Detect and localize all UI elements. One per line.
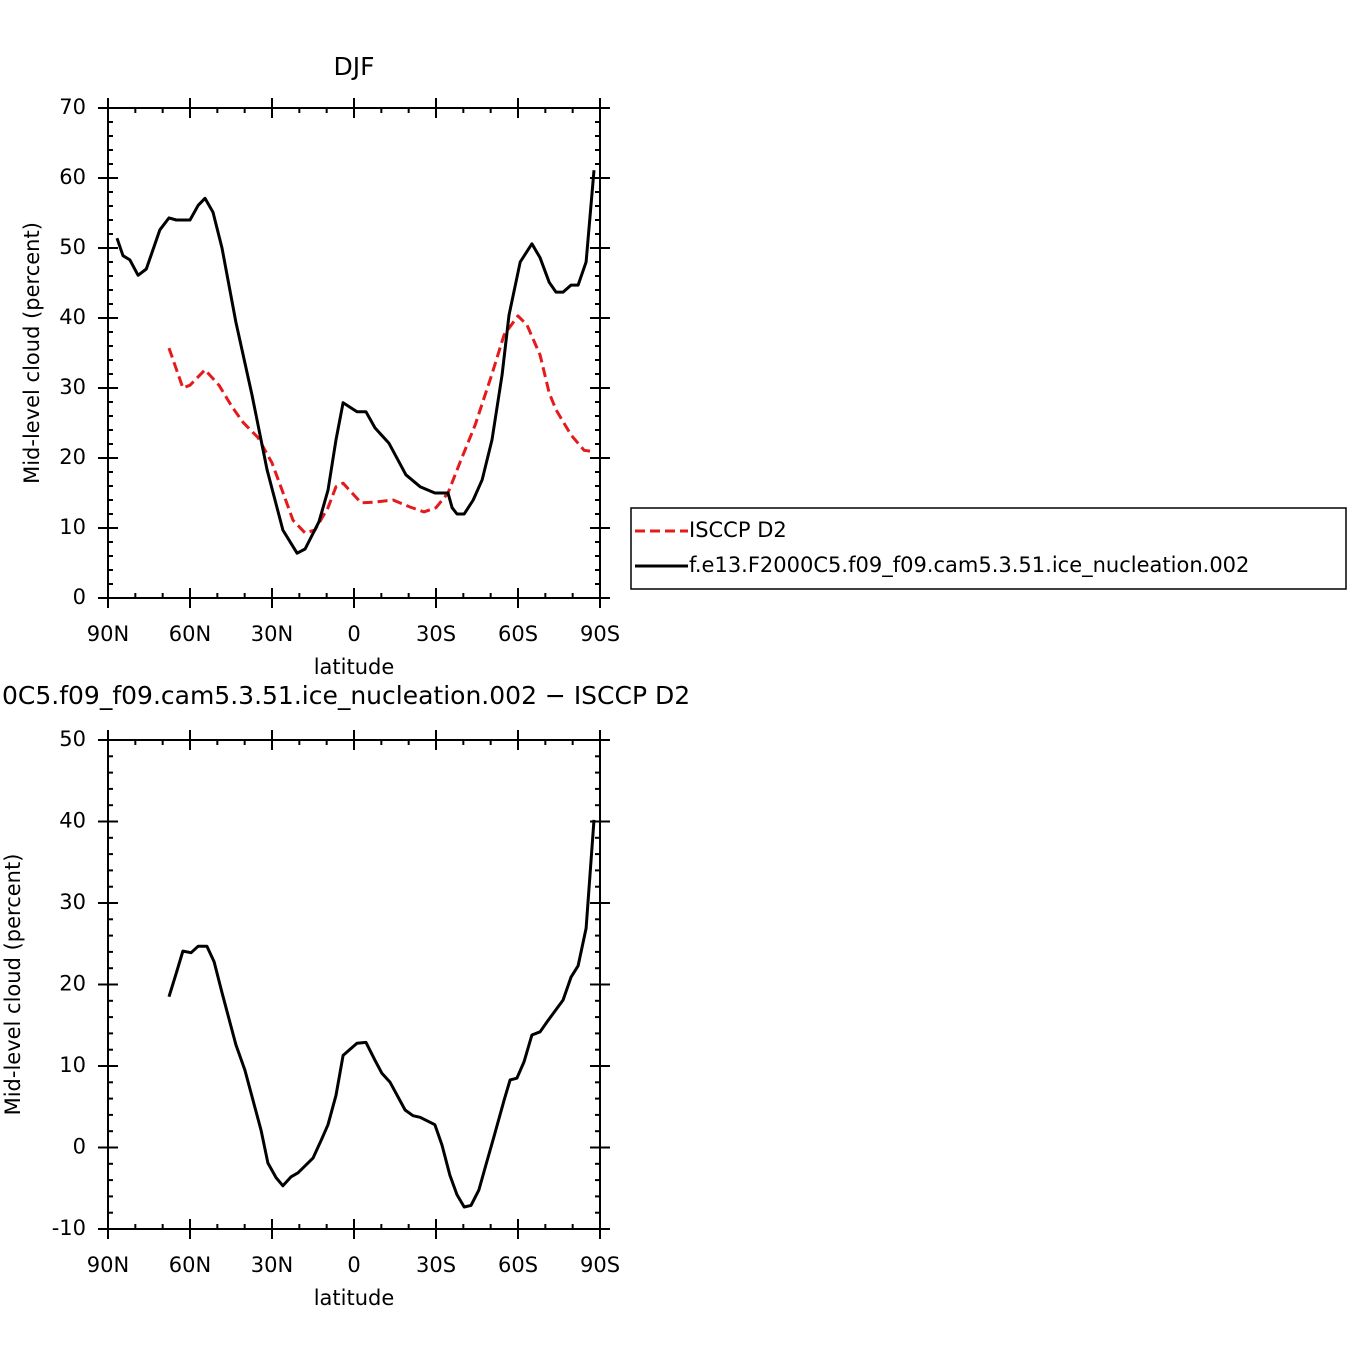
x-tick-label: 60S [498,622,538,646]
x-tick-label: 90N [87,1253,129,1277]
y-tick-label: -10 [52,1216,86,1240]
data-line [167,819,596,1209]
x-axis-label: latitude [314,655,395,679]
x-tick-label: 30S [416,1253,456,1277]
chart-title: DJF [333,52,374,81]
x-tick-label: 90S [580,622,620,646]
x-tick-label: 60N [169,622,211,646]
x-tick-label: 60S [498,1253,538,1277]
y-axis-label: Mid-level cloud (percent) [20,222,44,484]
y-tick-label: 20 [59,972,86,996]
y-tick-label: 0 [73,585,86,609]
plot-frame [107,739,601,1230]
y-axis-label: Mid-level cloud (percent) [1,854,25,1116]
y-tick-label: 20 [59,445,86,469]
y-tick-label: 70 [59,95,86,119]
y-tick-label: 10 [59,515,86,539]
y-tick-label: 40 [59,809,86,833]
x-tick-label: 30N [251,1253,293,1277]
legend-label: f.e13.F2000C5.f09_f09.cam5.3.51.ice_nucl… [689,553,1249,578]
x-tick-label: 90S [580,1253,620,1277]
y-tick-label: 60 [59,165,86,189]
x-tick-label: 0 [347,1253,360,1277]
plot-frame [107,107,601,599]
y-tick-label: 0 [73,1135,86,1159]
chart-title: 0C5.f09_f09.cam5.3.51.ice_nucleation.002… [2,681,690,710]
legend-box [630,507,1347,590]
y-tick-label: 40 [59,305,86,329]
y-tick-label: 50 [59,235,86,259]
y-tick-label: 50 [59,727,86,751]
x-tick-label: 30S [416,622,456,646]
x-tick-label: 0 [347,622,360,646]
y-tick-label: 30 [59,890,86,914]
x-tick-label: 90N [87,622,129,646]
y-tick-label: 30 [59,375,86,399]
data-line [115,170,596,555]
legend-label: ISCCP D2 [689,518,787,542]
y-tick-label: 10 [59,1053,86,1077]
data-line [167,314,595,535]
x-tick-label: 30N [251,622,293,646]
x-tick-label: 60N [169,1253,211,1277]
x-axis-label: latitude [314,1286,395,1310]
